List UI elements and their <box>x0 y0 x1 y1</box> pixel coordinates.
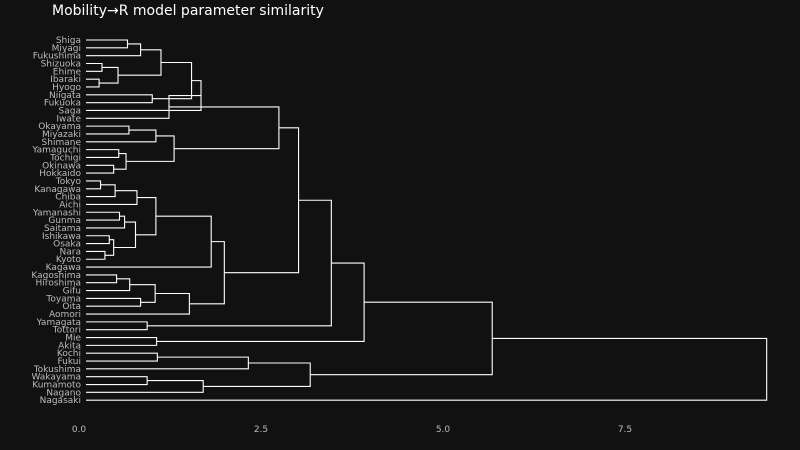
x-tick-label: 0.0 <box>72 425 87 435</box>
leaf-label: Nara <box>60 247 81 257</box>
dendrogram-link <box>86 292 190 315</box>
leaf-label: Nagano <box>46 388 81 398</box>
leaf-label: Fukui <box>57 357 81 367</box>
leaf-label: Ibaraki <box>50 75 81 85</box>
dendrogram-link <box>86 164 115 174</box>
leaf-label: Fukushima <box>33 52 81 62</box>
dendrogram-link <box>310 301 493 376</box>
leaf-label: Iwate <box>56 114 81 124</box>
x-tick-label: 7.5 <box>618 425 632 435</box>
dendrogram-link <box>86 356 249 370</box>
leaf-label: Nagasaki <box>40 396 81 406</box>
dendrogram-link <box>86 43 142 57</box>
chart-title: Mobility→R model parameter similarity <box>52 3 324 19</box>
leaf-label: Toyama <box>45 294 81 304</box>
dendrogram-link <box>86 337 768 401</box>
dendrogram-link <box>86 180 102 190</box>
leaf-label: Wakayama <box>31 373 81 383</box>
leaf-label: Shiga <box>56 36 81 46</box>
x-tick-label: 2.5 <box>254 425 268 435</box>
dendrogram-link <box>126 135 175 162</box>
leaf-label: Tokushima <box>33 365 81 375</box>
leaf-label: Kagawa <box>46 263 81 273</box>
leaf-label: Fukuoka <box>44 99 81 109</box>
dendrogram-link <box>147 199 332 327</box>
dendrogram-link <box>135 197 157 236</box>
leaf-labels: ShigaMiyagiFukushimaShizuokaEhimeIbaraki… <box>31 36 81 406</box>
dendrogram-link <box>86 250 106 260</box>
dendrogram-link <box>86 94 153 104</box>
leaf-label: Chiba <box>55 193 81 203</box>
dendrogram-link <box>86 336 158 346</box>
dendrogram-link <box>168 106 280 150</box>
dendrogram-link <box>86 62 103 72</box>
leaf-label: Ishikawa <box>42 232 81 242</box>
leaf-label: Kumamoto <box>32 381 81 391</box>
leaf-label: Akita <box>58 341 81 351</box>
leaf-label: Osaka <box>53 240 81 250</box>
leaf-label: Okinawa <box>42 161 81 171</box>
leaf-label: Tochigi <box>49 153 81 163</box>
x-axis-ticks: 0.0 2.5 5.0 7.5 <box>72 425 632 435</box>
leaf-label: Yamanashi <box>32 208 81 218</box>
leaf-label: Hokkaido <box>39 169 81 179</box>
leaf-label: Tottori <box>52 326 81 336</box>
x-tick-label: 5.0 <box>436 425 451 435</box>
dendrogram-link <box>86 125 130 135</box>
leaf-label: Gifu <box>63 287 81 297</box>
leaf-label: Okayama <box>38 122 81 132</box>
dendrogram-link <box>86 352 158 362</box>
dendrogram-link <box>86 78 100 88</box>
dendrogram-link <box>86 129 157 143</box>
leaf-label: Aomori <box>49 310 81 320</box>
leaf-label: Saga <box>59 106 81 116</box>
leaf-label: Shizuoka <box>41 59 81 69</box>
leaf-label: Kanagawa <box>34 185 81 195</box>
leaf-label: Yamagata <box>36 318 81 328</box>
dendrogram-link <box>86 321 148 331</box>
dendrogram-link <box>86 380 204 393</box>
dendrogram-link <box>156 262 365 343</box>
dendrogram-link <box>86 278 131 292</box>
dendrogram-link <box>118 49 162 76</box>
dendrogram-link <box>152 61 193 100</box>
dendrogram-link <box>113 152 127 170</box>
leaf-label: Miyagi <box>52 44 81 54</box>
dendrogram-link <box>86 235 110 245</box>
leaf-label: Oita <box>62 302 81 312</box>
leaf-label: Kyoto <box>56 255 82 265</box>
dendrogram-link <box>86 376 148 386</box>
leaf-label: Hiroshima <box>36 279 81 289</box>
dendrogram-link <box>86 39 129 49</box>
dendrogram-link <box>86 274 118 284</box>
dendrogram-link <box>189 241 225 305</box>
leaf-label: Saitama <box>44 224 81 234</box>
leaf-label: Kochi <box>57 349 81 359</box>
dendrogram-link <box>86 297 142 307</box>
leaf-label: Gunma <box>48 216 81 226</box>
dendrogram-link <box>86 190 138 205</box>
leaf-label: Niigata <box>49 91 81 101</box>
dendrogram-link <box>86 215 126 229</box>
dendrogram-link <box>86 149 120 158</box>
dendrogram-links <box>86 39 768 401</box>
leaf-label: Miyazaki <box>42 130 81 140</box>
leaf-label: Tokyo <box>55 177 82 187</box>
leaf-label: Hyogo <box>52 83 81 93</box>
dendrogram-link <box>129 284 156 303</box>
leaf-label: Yamaguchi <box>31 146 81 156</box>
leaf-label: Mie <box>65 334 81 344</box>
leaf-label: Shimane <box>42 138 82 148</box>
dendrogram-link <box>86 211 121 221</box>
leaf-label: Kagoshima <box>31 271 81 281</box>
dendrogram-link <box>203 362 311 388</box>
leaf-label: Ehime <box>53 67 82 77</box>
dendrogram-link <box>224 127 300 274</box>
leaf-label: Aichi <box>59 200 81 210</box>
